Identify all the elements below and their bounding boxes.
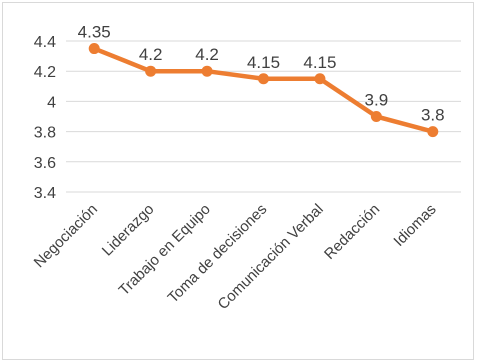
x-tick-label: Redacción	[321, 201, 383, 263]
y-tick-label: 4	[47, 94, 56, 111]
y-tick-label: 4.2	[34, 64, 56, 81]
x-tick-label: Negociación	[31, 201, 101, 271]
data-points	[88, 43, 439, 138]
data-label: 4.2	[139, 45, 163, 64]
data-label: 4.35	[78, 23, 111, 42]
data-point-4	[314, 73, 326, 85]
x-tick-label: Idiomas	[390, 201, 439, 250]
data-label: 4.15	[247, 53, 280, 72]
data-point-6	[427, 126, 439, 138]
x-tick-label: Toma de decisiones	[165, 201, 271, 307]
data-labels: 4.35 4.2 4.2 4.15 4.15 3.9 3.8	[78, 23, 445, 125]
data-label: 4.15	[303, 53, 336, 72]
data-point-2	[201, 65, 213, 77]
data-label: 3.9	[365, 91, 389, 110]
x-tick-label: Comunicación Verbal	[215, 201, 327, 313]
data-label: 4.2	[195, 45, 219, 64]
gridlines	[66, 40, 461, 193]
data-point-5	[370, 111, 382, 122]
data-point-3	[258, 73, 269, 85]
data-point-0	[88, 43, 100, 55]
y-tick-label: 3.6	[34, 155, 56, 172]
data-label: 3.8	[421, 106, 445, 125]
y-tick-label: 4.4	[34, 34, 56, 51]
y-tick-label: 3.4	[34, 185, 56, 202]
x-tick-label: Liderazgo	[99, 201, 158, 260]
chart-frame	[2, 2, 474, 360]
y-axis-ticks: 4.4 4.2 4 3.8 3.6 3.4	[34, 34, 56, 202]
y-tick-label: 3.8	[34, 125, 56, 142]
data-point-1	[145, 65, 157, 77]
